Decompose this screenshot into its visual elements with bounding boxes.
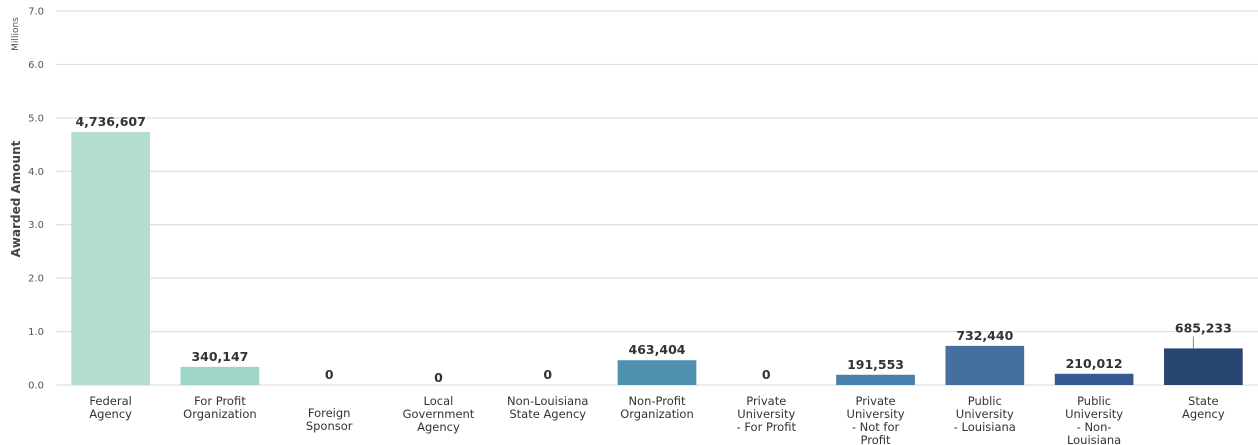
y-tick-label: 0.0 [28,381,44,392]
bar [836,374,915,385]
x-category-label: Private University - For Profit [737,394,797,434]
x-category-label: For Profit Organization [183,394,257,421]
y-tick-label: 1.0 [28,327,44,338]
bar [180,366,260,385]
y-tick-label: 6.0 [28,60,44,71]
y-axis-title: Awarded Amount [9,140,23,257]
data-labels: 4,736,607 340,147 0 0 0 463,404 0 191,553 732,44… [75,114,1231,385]
data-label: 0 [762,367,771,382]
y-axis-ticks: 0.0 1.0 2.0 3.0 4.0 5.0 6.0 7.0 [28,7,44,392]
data-label: 340,147 [191,349,248,364]
y-tick-label: 5.0 [28,113,44,124]
x-category-label: Local Government Agency [403,394,475,434]
bar [945,345,1025,385]
x-category-label: Public University - Non-Louisiana [1065,394,1123,445]
gridlines [56,10,1258,386]
data-label: 210,012 [1066,356,1123,371]
x-category-label: Non-Louisiana State Agency [507,394,588,421]
data-label: 463,404 [629,342,686,357]
bars [71,131,1243,385]
data-label: 0 [543,367,552,382]
y-tick-label: 7.0 [28,7,44,18]
data-label: 191,553 [847,357,904,372]
x-category-label: Non-Profit Organization [620,394,694,421]
y-axis-unit-label: Millions [11,17,21,51]
x-category-label: Private University - Not for Profit [847,394,905,445]
y-tick-label: 3.0 [28,220,44,231]
data-label: 4,736,607 [75,114,145,129]
data-label: 0 [434,370,443,385]
y-tick-label: 2.0 [28,274,44,285]
data-label: 732,440 [956,328,1013,343]
bar [1164,348,1243,385]
x-category-label: Federal Agency [89,394,132,421]
data-label: 0 [325,367,334,382]
x-category-label: Public University - Louisiana [954,394,1016,434]
bar [71,131,150,385]
data-label: 685,233 [1175,320,1232,335]
bar [617,360,697,385]
x-category-label: Foreign Sponsor [306,406,353,433]
x-category-label: State Agency [1182,394,1225,421]
bar [1054,373,1134,385]
x-axis-categories: Federal Agency For Profit Organization Forei… [89,394,1225,445]
y-tick-label: 4.0 [28,167,44,178]
